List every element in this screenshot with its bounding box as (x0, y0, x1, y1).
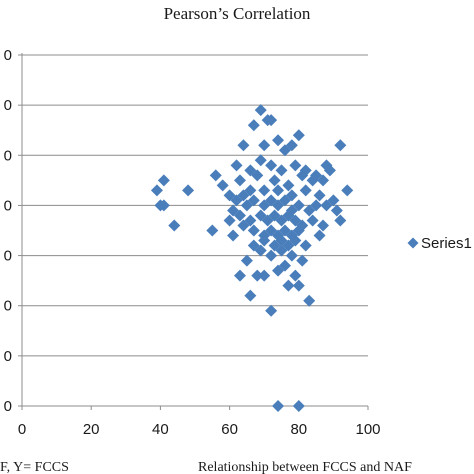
data-point (168, 219, 181, 232)
data-point (303, 294, 316, 307)
legend-label: Series1 (421, 235, 472, 252)
data-point (233, 174, 246, 187)
data-point (272, 134, 285, 147)
data-point (209, 169, 222, 182)
data-point (265, 159, 278, 172)
data-point (251, 269, 264, 282)
data-point (230, 159, 243, 172)
data-point (157, 174, 170, 187)
chart-title: Pearson’s Correlation (164, 4, 311, 23)
data-point (296, 254, 309, 267)
y-axis-ticks: 0 0 0 0 0 0 0 0 (4, 47, 22, 415)
data-point (289, 269, 302, 282)
data-point (313, 189, 326, 202)
data-point (265, 249, 278, 262)
caption-right: Relationship between FCCS and NAF (198, 460, 412, 474)
data-point (292, 224, 305, 237)
data-point (299, 184, 312, 197)
data-point (227, 229, 240, 242)
data-point (265, 114, 278, 127)
data-point (216, 179, 229, 192)
data-point (150, 184, 163, 197)
data-point (254, 244, 267, 257)
y-tick-label: 0 (4, 298, 12, 315)
data-point (296, 169, 309, 182)
data-point (289, 234, 302, 247)
data-point (341, 184, 354, 197)
data-point (299, 239, 312, 252)
x-axis-ticks: 0 20 40 60 80 100 (18, 406, 381, 438)
data-point (289, 159, 302, 172)
data-point (206, 224, 219, 237)
data-point (292, 279, 305, 292)
y-tick-label: 0 (4, 147, 12, 164)
data-point (317, 174, 330, 187)
data-point (265, 304, 278, 317)
data-point (275, 164, 288, 177)
data-point (278, 259, 291, 272)
data-point (334, 139, 347, 152)
y-tick-label: 0 (4, 197, 12, 214)
data-point (247, 224, 260, 237)
data-point (313, 229, 326, 242)
data-point (317, 219, 330, 232)
data-point (244, 214, 257, 227)
data-point (237, 139, 250, 152)
x-tick-label: 80 (290, 421, 307, 438)
data-point (268, 174, 281, 187)
x-tick-label: 20 (83, 421, 100, 438)
data-point (292, 400, 305, 412)
data-point (278, 194, 291, 207)
data-point (285, 249, 298, 262)
data-point (292, 129, 305, 142)
data-point (182, 184, 195, 197)
data-point (292, 199, 305, 212)
data-point (282, 179, 295, 192)
data-point (310, 199, 323, 212)
data-point (282, 279, 295, 292)
y-tick-label: 0 (4, 47, 12, 64)
grid-lines (21, 53, 368, 407)
data-point (254, 154, 267, 167)
data-point (258, 184, 271, 197)
x-tick-label: 60 (221, 421, 238, 438)
y-tick-label: 0 (4, 348, 12, 365)
y-tick-label: 0 (4, 97, 12, 114)
data-point (247, 194, 260, 207)
data-point (233, 209, 246, 222)
data-point (330, 204, 343, 217)
data-point (254, 104, 267, 117)
data-point (223, 214, 236, 227)
data-point (334, 214, 347, 227)
data-point (258, 234, 271, 247)
data-point (320, 199, 333, 212)
data-points (150, 104, 354, 412)
legend: Series1 (407, 235, 472, 252)
data-point (306, 174, 319, 187)
data-point (306, 214, 319, 227)
data-point (323, 164, 336, 177)
data-point (272, 400, 285, 412)
data-point (244, 289, 257, 302)
y-tick-label: 0 (4, 248, 12, 265)
y-tick-label: 0 (4, 398, 12, 415)
x-tick-label: 0 (18, 421, 26, 438)
data-point (240, 254, 253, 267)
data-point (258, 139, 271, 152)
data-point (272, 184, 285, 197)
data-point (157, 199, 170, 212)
data-point (247, 119, 260, 132)
data-point (285, 139, 298, 152)
x-tick-label: 100 (355, 421, 380, 438)
data-point (258, 269, 271, 282)
x-tick-label: 40 (152, 421, 169, 438)
data-point (244, 184, 257, 197)
legend-marker-icon (407, 237, 419, 249)
data-point (251, 169, 264, 182)
caption-left: F, Y= FCCS (0, 460, 69, 474)
data-point (233, 269, 246, 282)
data-point (275, 244, 288, 257)
